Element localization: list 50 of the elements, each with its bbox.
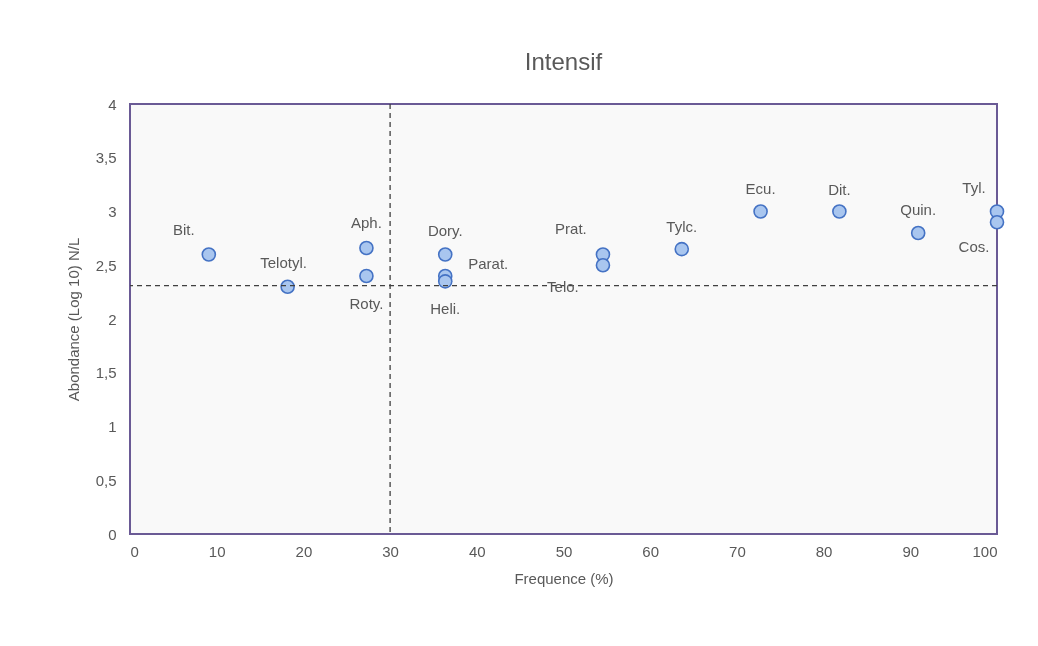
annotation: Tylc. [666, 218, 698, 236]
annotation: Aph. [351, 214, 382, 232]
x-tick-label: 20 [295, 542, 313, 560]
y-tick-label: 0 [108, 525, 117, 543]
x-tick-label: 100 [972, 542, 998, 560]
point [753, 204, 768, 219]
y-axis-title: Abondance (Log 10) N/L [64, 237, 82, 402]
x-tick-label: 90 [902, 542, 920, 560]
annotation: Parat. [468, 255, 509, 272]
annotation: Dory. [427, 221, 463, 239]
annotation: Roty. [349, 295, 384, 312]
x-tick-label: 30 [382, 542, 399, 560]
chart-title: Intensif [524, 48, 603, 75]
y-tick-label: 2,5 [95, 256, 117, 274]
point [437, 247, 453, 262]
annotation: Quin. [900, 201, 937, 218]
x-tick-label: 80 [815, 542, 833, 560]
annotation: Dit. [828, 180, 851, 198]
annotation: Tyl. [962, 178, 986, 196]
x-tick-label: 70 [729, 542, 746, 560]
annotation: Telotyl. [260, 253, 307, 271]
annotation: Telo. [547, 278, 579, 296]
point [910, 225, 926, 241]
x-axis-title: Frequence (%) [514, 569, 614, 587]
annotation: Bit. [172, 220, 195, 238]
y-tick-label: 4 [108, 95, 117, 113]
x-tick-label: 10 [208, 542, 226, 560]
point [359, 268, 374, 284]
point [359, 240, 374, 256]
x-tick-label: 40 [468, 542, 486, 560]
y-tick-label: 2 [108, 310, 117, 328]
y-tick-label: 1 [108, 418, 117, 435]
y-tick-label: 0,5 [95, 471, 117, 489]
x-tick-label: 60 [642, 542, 660, 560]
point [674, 241, 690, 257]
y-tick-label: 1,5 [95, 364, 117, 382]
point [201, 247, 217, 262]
y-tick-label: 3 [108, 203, 117, 220]
point [832, 204, 847, 219]
x-tick-label: 0 [130, 542, 139, 560]
annotation: Prat. [555, 219, 587, 237]
point [437, 274, 453, 289]
point [280, 279, 295, 295]
annotation: Ecu. [745, 179, 776, 197]
point [989, 214, 1005, 230]
point [595, 257, 611, 273]
y-tick-label: 3,5 [95, 149, 117, 167]
annotation: Cos. [958, 238, 990, 256]
x-tick-label: 50 [555, 542, 573, 560]
annotation: Heli. [430, 300, 461, 318]
